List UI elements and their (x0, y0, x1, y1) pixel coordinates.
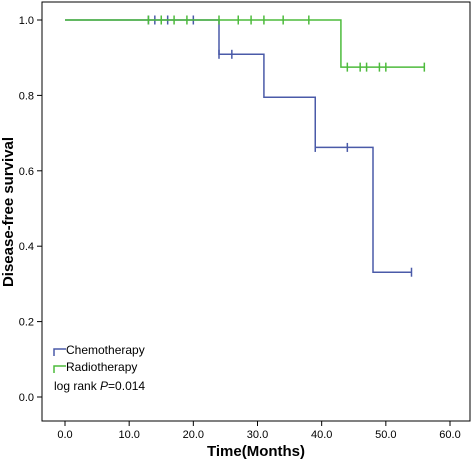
x-axis: 0.0 10.0 20.0 30.0 40.0 50.0 60.0 (57, 421, 461, 441)
x-axis-title: Time(Months) (207, 443, 305, 460)
log-rank-p-symbol: P (100, 379, 108, 393)
x-tick-label-4: 40.0 (311, 429, 332, 441)
y-tick-label-5: 1.0 (19, 15, 34, 27)
y-axis-title: Disease-free survival (0, 137, 17, 287)
y-tick-label-1: 0.2 (19, 317, 34, 329)
legend-swatch-radiotherapy (53, 365, 66, 373)
x-tick-label-3: 30.0 (247, 429, 268, 441)
x-tick-label-1: 10.0 (118, 429, 139, 441)
legend: Chemotherapy Radiotherapy (53, 343, 145, 374)
series-layer (65, 15, 426, 277)
log-rank-prefix: log rank (54, 379, 100, 393)
y-tick-label-4: 0.8 (19, 90, 34, 102)
log-rank-annotation: log rank P=0.014 (54, 379, 145, 393)
x-tick-label-0: 0.0 (57, 429, 72, 441)
x-tick-label-6: 60.0 (439, 429, 460, 441)
x-tick-label-5: 50.0 (375, 429, 396, 441)
series-line-chemotherapy (65, 19, 412, 273)
plot-area (41, 1, 471, 422)
y-tick-label-0: 0.0 (19, 392, 34, 404)
x-tick-label-2: 20.0 (183, 429, 204, 441)
y-tick-label-2: 0.4 (19, 241, 34, 253)
legend-label-chemotherapy: Chemotherapy (66, 343, 145, 357)
legend-label-radiotherapy: Radiotherapy (66, 360, 137, 374)
legend-swatch-chemotherapy (53, 348, 66, 356)
y-tick-label-3: 0.6 (19, 166, 34, 178)
log-rank-p-value: =0.014 (108, 379, 145, 393)
y-axis: 0.0 0.2 0.4 0.6 0.8 1.0 (19, 15, 42, 404)
series-line-radiotherapy (65, 19, 425, 68)
